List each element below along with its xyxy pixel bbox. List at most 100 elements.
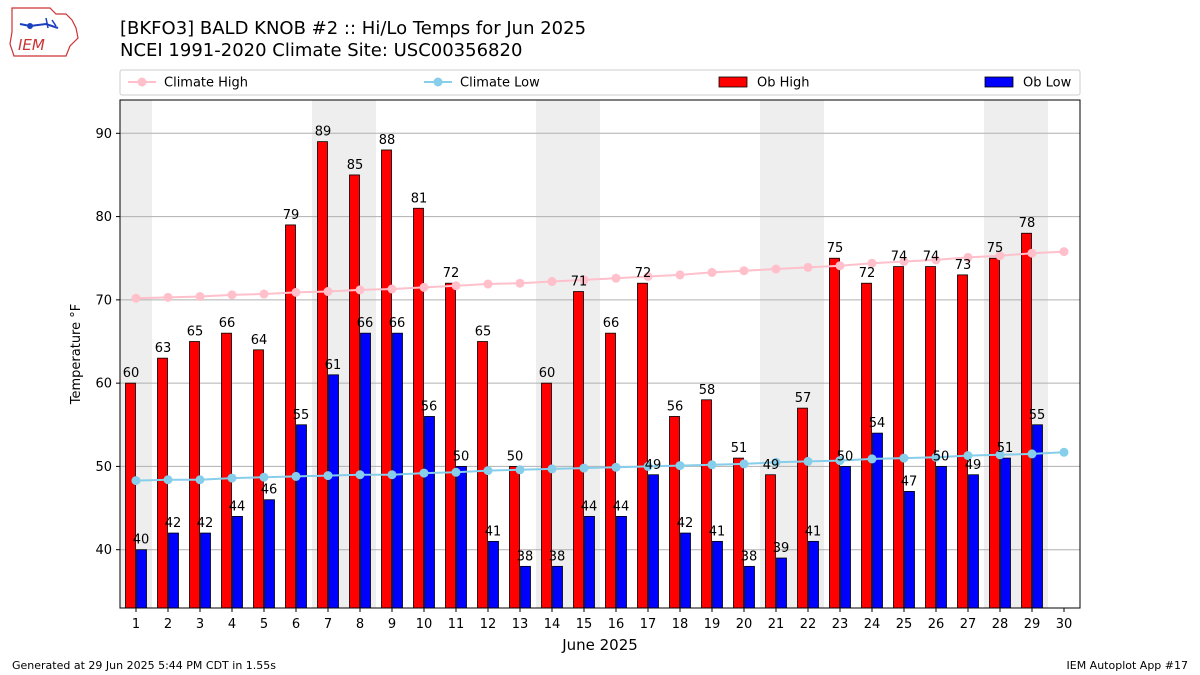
ob-low-label: 39: [773, 541, 790, 556]
ob-high-bar-day-20: [733, 457, 744, 609]
plot-frame: [119, 99, 1081, 609]
ob-low-label: 51: [997, 441, 1014, 456]
y-axis-label: Temperature °F: [69, 304, 84, 405]
climate-high-point: [579, 275, 589, 285]
ob-low-label: 38: [741, 549, 758, 564]
ob-high-bar-day-23: [829, 257, 840, 609]
climate-high-point: [419, 282, 429, 292]
x-tick-label: 11: [448, 617, 465, 632]
x-tick-label: 1: [132, 617, 140, 632]
x-tick-label: 17: [640, 617, 657, 632]
ob-high-label: 75: [987, 241, 1004, 256]
x-tick-label: 12: [480, 617, 497, 632]
ob-low-bar-day-20: [744, 565, 755, 609]
climate-high-point: [515, 278, 525, 288]
climate-low-point: [387, 470, 397, 480]
climate-high-point: [227, 290, 237, 300]
ob-high-label: 63: [155, 341, 172, 356]
legend-ob-high-label: Ob High: [757, 76, 810, 91]
x-tick-label: 7: [324, 617, 332, 632]
ob-high-bar-day-13: [509, 466, 520, 609]
x-tick-label: 26: [928, 617, 945, 632]
x-tick-label: 6: [292, 617, 300, 632]
ob-low-bar-day-2: [168, 532, 179, 609]
ob-high-label: 71: [571, 275, 588, 290]
x-tick-label: 22: [800, 617, 817, 632]
climate-low-point: [515, 465, 525, 475]
ob-high-label: 72: [635, 266, 652, 281]
ob-high-label: 72: [859, 266, 876, 281]
x-tick-label: 30: [1056, 617, 1073, 632]
climate-low-point: [163, 475, 173, 485]
y-tick-label: 70: [95, 293, 112, 308]
ob-low-label: 40: [133, 533, 150, 548]
ob-high-bar-day-27: [957, 274, 968, 609]
ob-high-label: 75: [827, 241, 844, 256]
climate-low-point: [483, 466, 493, 476]
weekend-band-day-28: [984, 100, 1016, 608]
ob-low-label: 55: [293, 408, 310, 423]
ob-high-bar-day-19: [701, 399, 712, 609]
ob-low-label: 61: [325, 358, 342, 373]
ob-low-bar-day-11: [456, 466, 467, 609]
generated-note: Generated at 29 Jun 2025 5:44 PM CDT in …: [12, 659, 277, 672]
ob-low-bar-day-5: [264, 499, 275, 609]
climate-high-point: [451, 281, 461, 291]
legend-climate-low-marker: [433, 77, 443, 87]
climate-high-point: [355, 285, 365, 295]
legend: Climate High Climate Low Ob High Ob Low: [119, 69, 1081, 96]
ob-low-bar-day-28: [1000, 457, 1011, 609]
climate-high-point: [803, 262, 813, 272]
climate-low-point: [323, 471, 333, 481]
ob-low-label: 41: [805, 524, 822, 539]
climate-high-point: [291, 287, 301, 297]
ob-high-label: 64: [251, 333, 268, 348]
climate-low-point: [611, 462, 621, 472]
app-note: IEM Autoplot App #17: [1066, 659, 1189, 672]
ob-low-label: 44: [581, 499, 598, 514]
weekend-band-day-21: [760, 100, 792, 608]
ob-low-label: 56: [421, 399, 438, 414]
ob-high-label: 88: [379, 133, 396, 148]
x-tick-label: 9: [388, 617, 396, 632]
climate-low-point: [931, 452, 941, 462]
ob-high-label: 89: [315, 125, 332, 140]
ob-high-bar-day-17: [637, 282, 648, 609]
ob-low-bar-day-19: [712, 540, 723, 609]
climate-lines: [131, 247, 1069, 486]
ob-low-label: 47: [901, 474, 918, 489]
climate-high-point: [995, 251, 1005, 261]
ob-low-label: 38: [549, 549, 566, 564]
ob-low-label: 41: [485, 524, 502, 539]
climate-high-point: [739, 266, 749, 276]
ob-low-bar-day-3: [200, 532, 211, 609]
x-tick-label: 4: [228, 617, 236, 632]
ob-high-bar-day-15: [573, 291, 584, 609]
ob-high-label: 66: [219, 316, 236, 331]
ob-low-bar-day-8: [360, 332, 371, 609]
climate-low-point: [227, 473, 237, 483]
ob-high-label: 79: [283, 208, 300, 223]
ob-low-label: 44: [229, 499, 246, 514]
ob-high-label: 85: [347, 158, 364, 173]
x-tick-label: 21: [768, 617, 785, 632]
climate-high-point: [547, 277, 557, 287]
climate-low-point: [195, 475, 205, 485]
ob-high-bar-day-18: [669, 416, 680, 609]
climate-low-point: [771, 457, 781, 467]
x-tick-label: 25: [896, 617, 913, 632]
climate-low-point: [867, 454, 877, 464]
logo-text: IEM: [18, 36, 45, 54]
ob-high-bar-day-7: [317, 141, 328, 609]
ob-high-label: 66: [603, 316, 620, 331]
ob-low-label: 38: [517, 549, 534, 564]
ob-high-bar-day-3: [189, 341, 200, 609]
x-tick-label: 8: [356, 617, 364, 632]
weekend-band-day-8: [344, 100, 376, 608]
ob-high-label: 49: [763, 458, 780, 473]
weekend-band-day-29: [1016, 100, 1048, 608]
ob-high-label: 51: [731, 441, 748, 456]
climate-high-point: [1059, 247, 1069, 257]
y-axis: 40 50 60 70 80 90: [95, 127, 120, 558]
